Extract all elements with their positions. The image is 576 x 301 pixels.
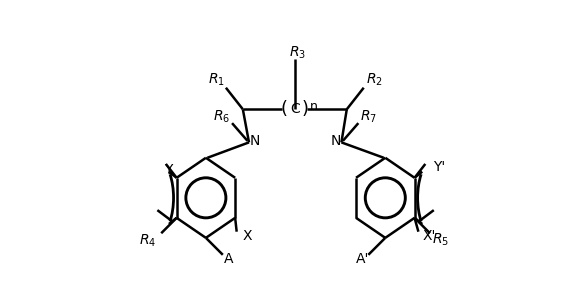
Text: $R_7$: $R_7$: [360, 109, 377, 125]
Text: $R_4$: $R_4$: [139, 233, 156, 249]
Text: $R_3$: $R_3$: [289, 45, 306, 61]
Text: N: N: [331, 134, 341, 148]
Text: ): ): [302, 100, 309, 117]
Text: $R_5$: $R_5$: [432, 231, 449, 248]
Text: n: n: [310, 100, 317, 113]
Text: (: (: [280, 100, 287, 118]
Text: $R_1$: $R_1$: [208, 72, 225, 88]
Text: A': A': [355, 253, 369, 266]
Text: X': X': [422, 229, 435, 243]
Text: X: X: [243, 229, 252, 243]
Text: Y': Y': [433, 160, 445, 174]
Text: C: C: [290, 102, 300, 116]
Text: N: N: [249, 134, 260, 148]
Text: $R_6$: $R_6$: [214, 109, 230, 125]
Text: A: A: [224, 253, 234, 266]
Text: Y: Y: [164, 163, 173, 177]
Text: $R_2$: $R_2$: [366, 72, 383, 88]
